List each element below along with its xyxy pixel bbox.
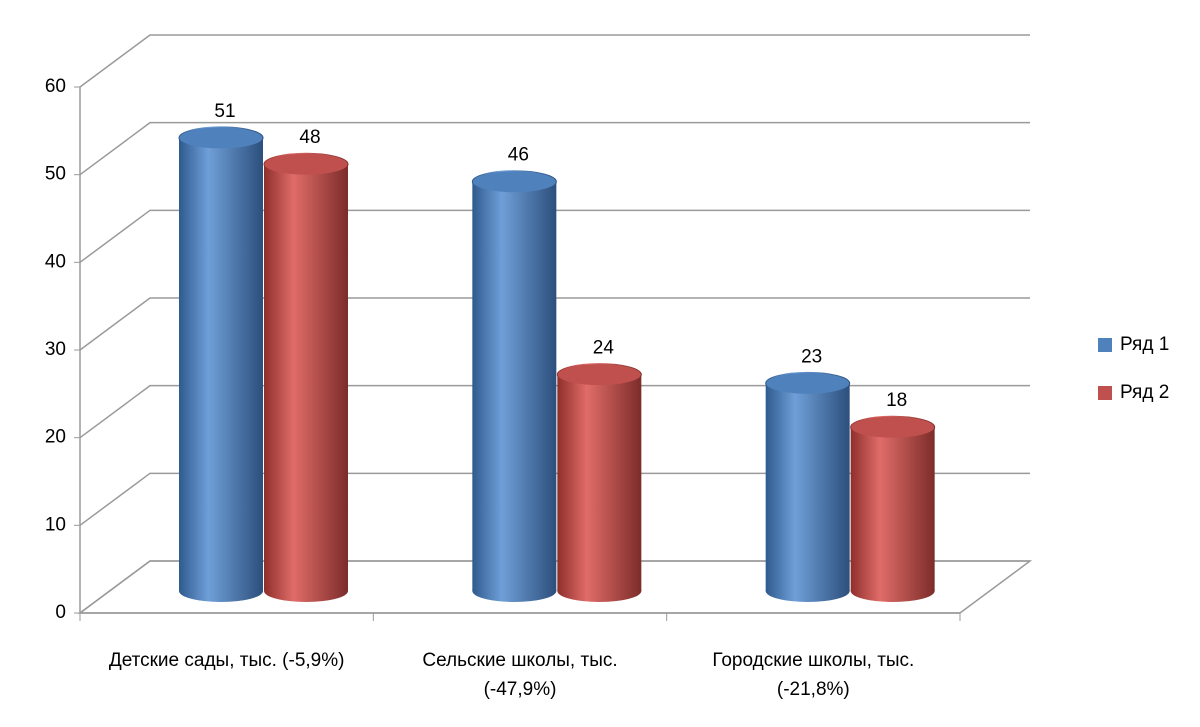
bar-top bbox=[471, 170, 557, 194]
value-label: 23 bbox=[801, 346, 822, 367]
bar bbox=[178, 126, 264, 602]
bar-body bbox=[472, 181, 557, 591]
bar-top bbox=[178, 126, 264, 150]
bar-bottom bbox=[765, 580, 850, 602]
grid-line bbox=[79, 384, 1030, 439]
bar-top bbox=[556, 363, 642, 387]
legend-label: Ряд 1 bbox=[1120, 334, 1169, 355]
legend-swatch bbox=[1098, 338, 1112, 352]
grid-line bbox=[79, 560, 1030, 614]
bar-top bbox=[850, 415, 936, 439]
y-tick-label: 40 bbox=[45, 251, 66, 272]
bar-body bbox=[765, 383, 850, 591]
value-label: 48 bbox=[299, 127, 320, 148]
y-tick-label: 30 bbox=[45, 339, 66, 360]
grid-line bbox=[79, 297, 1030, 351]
x-tick-label: Сельские школы, тыс. (-47,9%) bbox=[422, 650, 618, 700]
bar bbox=[556, 363, 642, 602]
value-label: 46 bbox=[508, 145, 529, 166]
bar-body bbox=[557, 374, 642, 591]
bar-body bbox=[850, 427, 935, 591]
grid-line bbox=[79, 209, 1030, 263]
x-tick-label: Детские сады, тыс. (-5,9%) bbox=[108, 650, 345, 671]
y-tick-label: 60 bbox=[45, 76, 66, 97]
grid-line bbox=[79, 121, 1030, 176]
legend-swatch bbox=[1098, 386, 1112, 400]
bar bbox=[765, 371, 851, 602]
y-tick-label: 50 bbox=[45, 164, 66, 185]
y-tick-label: 20 bbox=[45, 427, 66, 448]
bar-bottom bbox=[557, 580, 642, 602]
legend-label: Ряд 2 bbox=[1120, 382, 1169, 403]
bar bbox=[471, 170, 557, 602]
bar bbox=[263, 152, 349, 602]
bar-top bbox=[263, 152, 349, 176]
bar-bottom bbox=[472, 580, 557, 602]
bar-body bbox=[264, 164, 348, 591]
bar bbox=[850, 415, 936, 602]
y-tick-label: 0 bbox=[55, 602, 66, 623]
x-tick-label: Городские школы, тыс. (-21,8%) bbox=[712, 650, 915, 700]
bar-body bbox=[179, 137, 263, 591]
bar-bottom bbox=[264, 580, 348, 602]
grid-line bbox=[79, 34, 1030, 88]
bar-top bbox=[765, 371, 851, 395]
bar-bottom bbox=[179, 580, 263, 602]
value-label: 24 bbox=[593, 338, 615, 359]
grid-line bbox=[79, 472, 1030, 526]
y-tick-label: 10 bbox=[45, 514, 66, 535]
value-label: 18 bbox=[886, 390, 907, 411]
value-label: 51 bbox=[214, 101, 235, 122]
bar-bottom bbox=[850, 580, 935, 602]
